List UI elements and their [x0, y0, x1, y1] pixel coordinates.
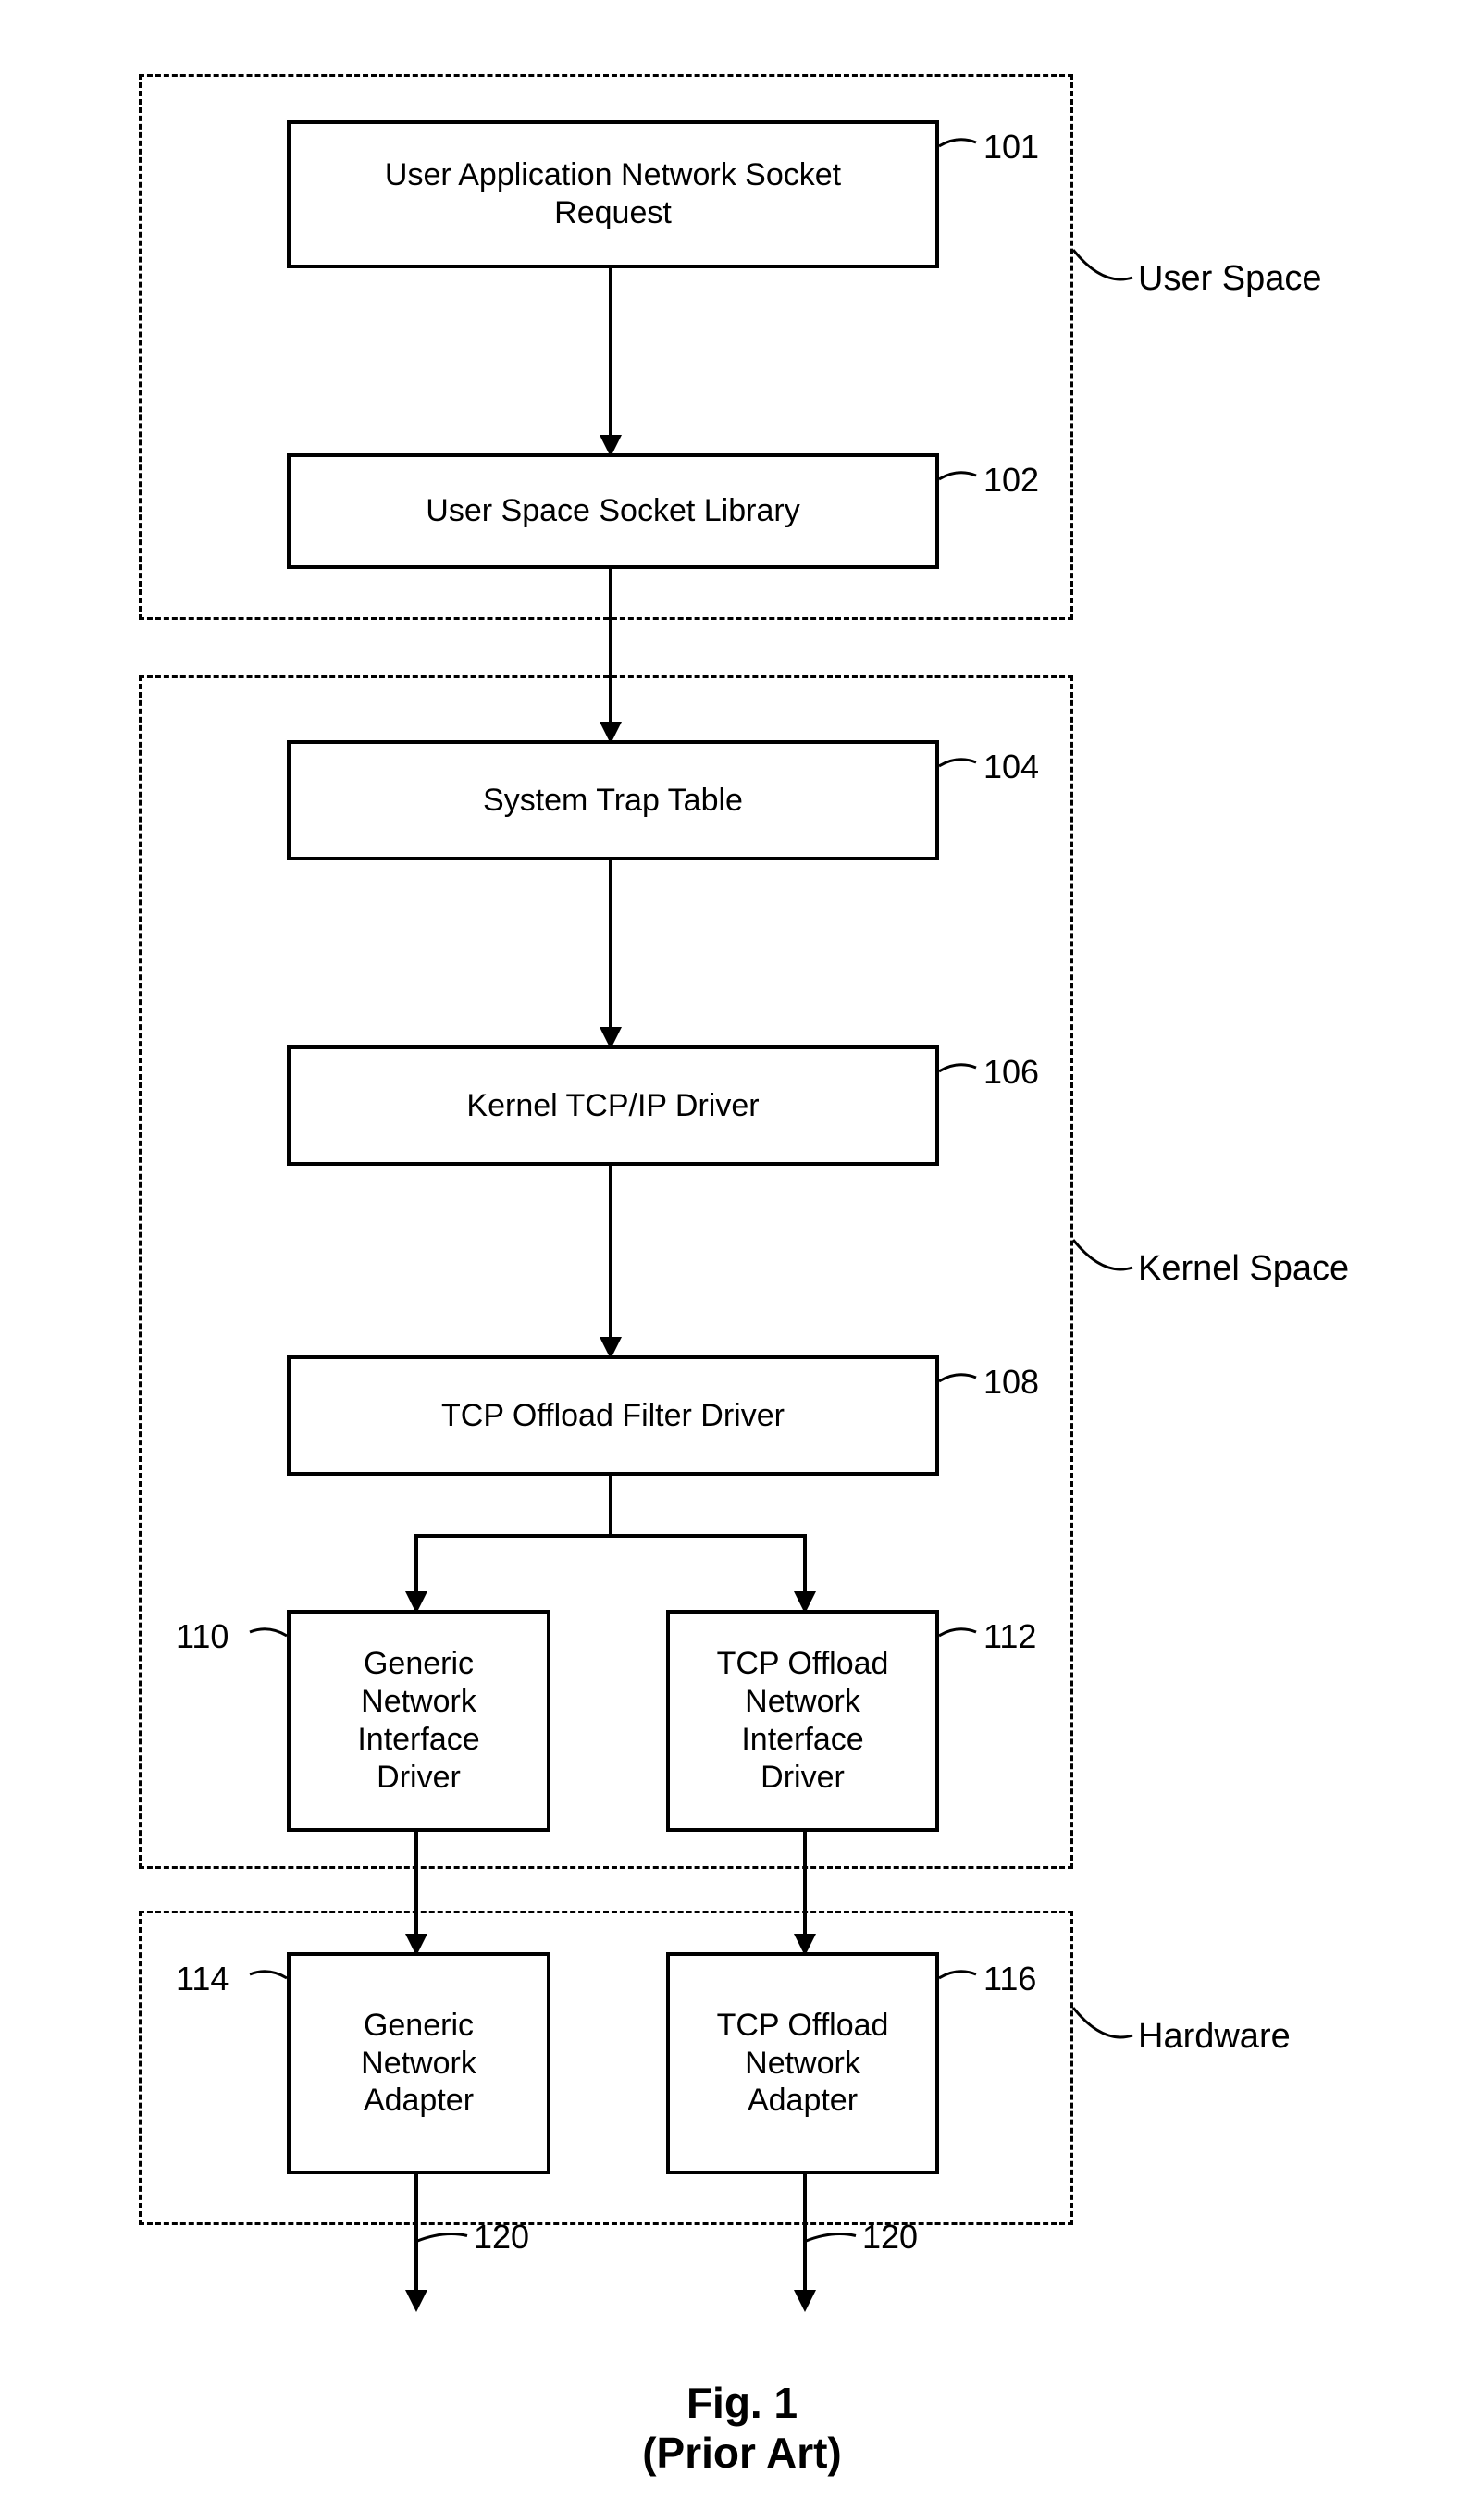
ref-n116: 116 — [983, 1960, 1036, 1998]
ref-n114: 114 — [176, 1960, 229, 1998]
figure-caption-line2: (Prior Art) — [0, 2428, 1484, 2478]
figure-caption-line1: Fig. 1 — [0, 2378, 1484, 2428]
node-n112: TCP OffloadNetworkInterfaceDriver — [666, 1610, 939, 1832]
ref-n108: 108 — [983, 1363, 1039, 1402]
ref-n112: 112 — [983, 1617, 1036, 1656]
node-n104: System Trap Table — [287, 740, 939, 860]
figure-caption: Fig. 1 (Prior Art) — [0, 2378, 1484, 2478]
ref-n110: 110 — [176, 1617, 229, 1656]
group-label-user-space: User Space — [1138, 259, 1322, 299]
ref-out-out1: 120 — [474, 2218, 529, 2257]
node-n101: User Application Network SocketRequest — [287, 120, 939, 268]
ref-n104: 104 — [983, 748, 1039, 786]
node-n110: GenericNetworkInterfaceDriver — [287, 1610, 550, 1832]
ref-n102: 102 — [983, 461, 1039, 500]
node-n102: User Space Socket Library — [287, 453, 939, 569]
ref-n106: 106 — [983, 1053, 1039, 1092]
node-n108: TCP Offload Filter Driver — [287, 1355, 939, 1476]
group-label-hardware: Hardware — [1138, 2017, 1291, 2057]
node-n106: Kernel TCP/IP Driver — [287, 1045, 939, 1166]
diagram-canvas: Fig. 1 (Prior Art) User Space Kernel Spac… — [0, 0, 1484, 2511]
node-n116: TCP OffloadNetworkAdapter — [666, 1952, 939, 2174]
ref-out-out2: 120 — [862, 2218, 918, 2257]
ref-n101: 101 — [983, 128, 1039, 167]
group-label-kernel-space: Kernel Space — [1138, 1249, 1349, 1289]
node-n114: GenericNetworkAdapter — [287, 1952, 550, 2174]
